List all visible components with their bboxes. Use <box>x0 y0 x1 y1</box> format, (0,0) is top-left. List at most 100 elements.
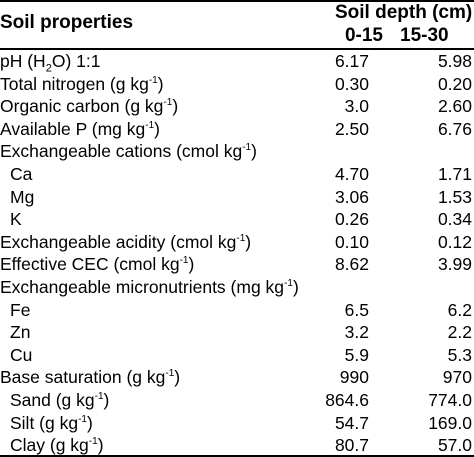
row-label: Available P (mg kg-1) <box>0 118 160 140</box>
value-0-15: 990 <box>339 367 369 388</box>
row-label-close: ) <box>154 118 160 139</box>
row-label-text: Ca <box>10 164 33 184</box>
row-label-text: Clay (g kg <box>10 435 89 456</box>
row-label: K <box>10 208 22 230</box>
value-0-15: 0.30 <box>334 73 369 94</box>
row-label-tail: O) 1:1 <box>51 51 101 71</box>
row-label-text: Exchangeable micronutrients (mg kg <box>0 277 285 297</box>
row-label: pH (H2O) 1:1 <box>0 50 101 75</box>
row-label-text: Mg <box>10 186 35 207</box>
value-15-30: 0.20 <box>437 73 472 94</box>
table-row: Base saturation (g kg-1) 990 970 <box>0 366 474 388</box>
bottom-rule <box>0 455 474 457</box>
header-soil-properties: Soil properties <box>0 12 134 33</box>
table-row: Effective CEC (cmol kg-1) 8.62 3.99 <box>0 253 474 275</box>
value-0-15: 0.26 <box>334 209 369 230</box>
top-rule <box>0 0 474 2</box>
table-row: Exchangeable cations (cmol kg-1) <box>0 140 474 162</box>
row-label-superscript: -1 <box>145 119 155 131</box>
row-label-text: Fe <box>10 299 31 320</box>
row-label: Fe <box>10 299 30 321</box>
value-15-30: 0.34 <box>437 209 472 230</box>
row-label-text: Silt (g kg <box>10 412 79 433</box>
row-label: Exchangeable cations (cmol kg-1) <box>0 140 257 162</box>
row-label-text: pH (H <box>0 51 46 71</box>
row-label: Zn <box>10 321 30 343</box>
row-label: Exchangeable micronutrients (mg kg-1) <box>0 276 299 298</box>
table-row: K 0.26 0.34 <box>0 208 474 230</box>
table-row: Sand (g kg-1) 864.6 774.0 <box>0 389 474 411</box>
row-label: Sand (g kg-1) <box>10 389 109 411</box>
value-15-30: 6.2 <box>447 299 472 320</box>
value-0-15: 6.17 <box>334 51 369 71</box>
value-15-30: 169.0 <box>428 412 472 433</box>
table-row: pH (H2O) 1:1 6.17 5.98 <box>0 50 474 75</box>
row-label-text: Available P (mg kg <box>0 118 146 139</box>
row-label-close: ) <box>157 73 164 94</box>
row-label-subscript: 2 <box>45 62 52 75</box>
row-label-close: ) <box>188 254 195 275</box>
row-label-close: ) <box>174 367 181 388</box>
row-label-superscript: -1 <box>165 368 175 380</box>
value-15-30: 774.0 <box>428 390 472 410</box>
table-row: Mg 3.06 1.53 <box>0 186 474 208</box>
row-label: Base saturation (g kg-1) <box>0 366 180 388</box>
value-0-15: 8.62 <box>334 254 369 275</box>
table-row: Zn 3.2 2.2 <box>0 321 474 343</box>
value-0-15: 5.9 <box>344 344 369 365</box>
value-0-15: 6.5 <box>344 299 369 320</box>
value-0-15: 4.70 <box>334 164 369 184</box>
row-label-text: Base saturation (g kg <box>0 367 166 388</box>
row-label: Total nitrogen (g kg-1) <box>0 73 164 95</box>
row-label-text: Total nitrogen (g kg <box>0 73 149 94</box>
row-label: Clay (g kg-1) <box>10 434 104 456</box>
row-label: Organic carbon (g kg-1) <box>0 95 178 117</box>
row-label-superscript: -1 <box>148 74 158 86</box>
header-rule <box>0 48 474 50</box>
row-label-superscript: -1 <box>78 413 87 425</box>
value-15-30: 1.71 <box>437 164 472 184</box>
value-0-15: 3.2 <box>344 322 369 343</box>
header-col-15-30: 15-30 <box>400 25 449 46</box>
table-row: Silt (g kg-1) 54.7 169.0 <box>0 412 474 434</box>
table-row: Exchangeable micronutrients (mg kg-1) <box>0 276 474 298</box>
value-15-30: 6.76 <box>437 118 472 139</box>
value-0-15: 3.0 <box>344 96 369 117</box>
table-row: Exchangeable acidity (cmol kg-1) 0.10 0.12 <box>0 231 474 253</box>
table-row: Cu 5.9 5.3 <box>0 344 474 366</box>
value-0-15: 0.10 <box>334 231 369 252</box>
row-label-close: ) <box>172 96 179 117</box>
table-row: Total nitrogen (g kg-1) 0.30 0.20 <box>0 73 474 95</box>
value-15-30: 0.12 <box>437 231 472 252</box>
table-row: Fe 6.5 6.2 <box>0 299 474 321</box>
row-label-superscript: -1 <box>88 436 98 448</box>
row-label-text: Organic carbon (g kg <box>0 96 164 117</box>
row-label-close: ) <box>103 390 110 410</box>
row-label-close: ) <box>245 231 252 252</box>
row-label: Mg <box>10 186 34 208</box>
value-15-30: 3.99 <box>437 254 472 275</box>
row-label-close: ) <box>292 277 299 297</box>
row-label-superscript: -1 <box>236 232 246 244</box>
row-label: Cu <box>10 344 32 366</box>
row-label-close: ) <box>97 435 104 456</box>
value-0-15: 54.7 <box>334 412 369 433</box>
table-row: Available P (mg kg-1) 2.50 6.76 <box>0 118 474 140</box>
value-0-15: 80.7 <box>334 435 369 456</box>
value-15-30: 1.53 <box>437 186 472 207</box>
value-0-15: 864.6 <box>325 390 369 410</box>
row-label-superscript: -1 <box>179 255 189 267</box>
row-label-text: Sand (g kg <box>10 390 95 410</box>
value-15-30: 57.0 <box>437 435 472 456</box>
row-label-superscript: -1 <box>284 278 293 290</box>
row-label-superscript: -1 <box>163 97 173 109</box>
row-label: Effective CEC (cmol kg-1) <box>0 253 194 275</box>
header-soil-depth: Soil depth (cm) <box>335 2 473 23</box>
row-label-text: Zn <box>10 322 31 343</box>
value-15-30: 2.60 <box>437 96 472 117</box>
row-label-text: K <box>10 209 22 230</box>
value-15-30: 2.2 <box>447 322 472 343</box>
value-15-30: 970 <box>442 367 472 388</box>
value-15-30: 5.3 <box>447 344 472 365</box>
